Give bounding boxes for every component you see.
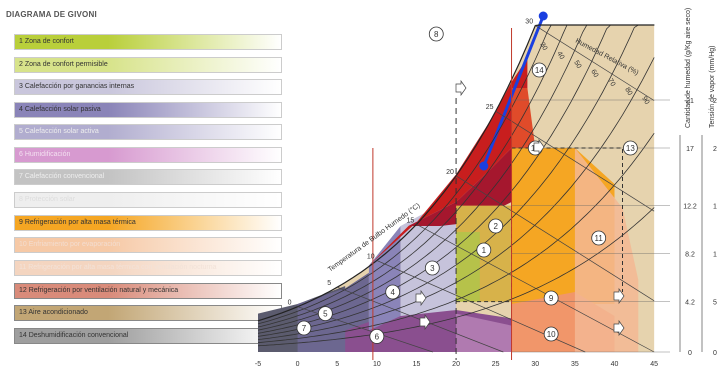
legend-item-13: 13 Aire acondicionado	[14, 305, 282, 321]
zone-number-9: 9	[549, 294, 554, 303]
x-tick-5: 20	[452, 361, 460, 368]
wet-bulb-tick-1: 5	[327, 280, 331, 287]
zone-number-2: 2	[493, 222, 498, 231]
zone-number-3: 3	[430, 264, 435, 273]
legend-item-12: 12 Refrigeración por ventilación natural…	[14, 283, 282, 299]
legend-item-9: 9 Refrigeración por alta masa térmica	[14, 215, 282, 231]
zone-number-1: 1	[482, 246, 487, 255]
rh-tick-1: 40	[555, 51, 565, 61]
x-tick-1: 0	[296, 361, 300, 368]
rh-curve-50	[257, 24, 655, 337]
direction-arrow-4	[613, 319, 625, 337]
wet-bulb-tick-4: 20	[446, 169, 454, 176]
direction-arrow-2	[533, 138, 545, 156]
zone-number-6: 6	[375, 332, 380, 341]
legend-item-8: 8 Protección solar	[14, 192, 282, 208]
rh-tick-3: 60	[589, 69, 599, 79]
legend-item-4: 4 Calefacción solar pasiva	[14, 102, 282, 118]
legend-item-6: 6 Humidificación	[14, 147, 282, 163]
legend-item-1: 1 Zona de confort	[14, 34, 282, 50]
legend-item-5: 5 Calefacción solar activa	[14, 124, 282, 140]
zone-number-circle-1	[476, 242, 492, 258]
zone-number-circle-11	[591, 230, 607, 246]
x-tick-7: 30	[531, 361, 539, 368]
direction-arrow-6	[415, 289, 427, 307]
legend-item-3: 3 Calefacción por ganancias internas	[14, 79, 282, 95]
zone-11	[574, 148, 639, 352]
wet-bulb-tick-6: 30	[525, 19, 533, 26]
vapor-tick-3: 1	[713, 204, 717, 211]
zone-number-14: 14	[535, 66, 544, 75]
wet-bulb-tick-3: 15	[406, 217, 414, 224]
vapor-tick-0: 0	[713, 350, 717, 357]
zone-number-circle-7	[296, 320, 312, 336]
zone-number-circle-3	[424, 260, 440, 276]
humidity-tick-4: 17	[686, 146, 694, 153]
legend-item-10: 10 Enfriamiento por evaporación	[14, 237, 282, 253]
wet-bulb-line-25	[495, 110, 655, 212]
zone-number-circle-2	[488, 218, 504, 234]
legend-item-7: 7 Calefacción convencional	[14, 169, 282, 185]
rh-tick-6: 90	[640, 96, 650, 106]
vapor-tick-4: 2	[713, 146, 717, 153]
wet-bulb-tick-5: 25	[486, 104, 494, 111]
line-point-1-2	[538, 11, 548, 21]
vapor-tick-5: 2	[713, 98, 717, 105]
zone-number-circle-14	[531, 62, 547, 78]
humidity-tick-0: 0	[688, 350, 692, 357]
zone-number-circle-5	[317, 306, 333, 322]
wet-bulb-line-30	[535, 25, 655, 101]
humidity-axis-label: Cantidad de humedad (g/Kg aire seco)	[685, 8, 692, 128]
x-tick-9: 40	[611, 361, 619, 368]
humidity-tick-2: 8.2	[685, 252, 695, 259]
zone-number-8: 8	[434, 30, 439, 39]
vapor-axis-label: Tensión de vapor (mm/Hg)	[709, 46, 716, 128]
x-tick-3: 10	[373, 361, 381, 368]
direction-arrow-1	[455, 79, 467, 97]
vapor-tick-1: 5	[713, 300, 717, 307]
humidity-tick-1: 4.2	[685, 300, 695, 307]
legend-item-11: 11 Refrigeración por alta masa térmica c…	[14, 260, 282, 276]
x-tick-8: 35	[571, 361, 579, 368]
zone-number-13: 13	[626, 144, 635, 153]
zone-number-4: 4	[390, 288, 395, 297]
zone-number-10: 10	[547, 330, 556, 339]
x-tick-0: -5	[255, 361, 261, 368]
rh-curve-20	[257, 207, 655, 347]
zone-red	[368, 58, 528, 266]
x-tick-4: 15	[413, 361, 421, 368]
zone-number-7: 7	[302, 324, 307, 333]
x-tick-2: 5	[335, 361, 339, 368]
direction-arrow-5	[419, 313, 431, 331]
dashed-box-9	[511, 147, 623, 292]
zone-number-circle-13	[622, 140, 638, 156]
rh-tick-5: 80	[623, 87, 633, 97]
zone-1	[456, 232, 480, 302]
humidity-tick-5: 21	[686, 98, 694, 105]
wet-bulb-tick-2: 10	[367, 253, 375, 260]
chart-title: DIAGRAMA DE GIVONI	[6, 10, 97, 19]
line-series-1	[482, 15, 545, 167]
zone-number-circle-4	[385, 284, 401, 300]
line-point-1-1	[479, 161, 489, 171]
zone-4	[368, 226, 401, 331]
legend-item-2: 2 Zona de confort permisible	[14, 57, 282, 73]
rh-tick-2: 50	[572, 60, 582, 70]
zone-number-circle-6	[369, 328, 385, 344]
x-tick-6: 25	[492, 361, 500, 368]
vapor-tick-2: 1	[713, 252, 717, 259]
wet-bulb-line-20	[455, 175, 655, 302]
x-tick-10: 45	[650, 361, 658, 368]
humidity-tick-3: 12.2	[683, 204, 697, 211]
rh-tick-0: 30	[538, 42, 548, 52]
wet-bulb-tick-0: 0	[288, 300, 292, 307]
direction-arrow-3	[613, 287, 625, 305]
rh-tick-4: 70	[606, 78, 616, 88]
zone-number-11: 11	[595, 234, 604, 243]
zone-number-circle-9	[543, 290, 559, 306]
zone-number-circle-8	[428, 26, 444, 42]
zone-number-circle-10	[543, 326, 559, 342]
zone-number-5: 5	[323, 310, 328, 319]
